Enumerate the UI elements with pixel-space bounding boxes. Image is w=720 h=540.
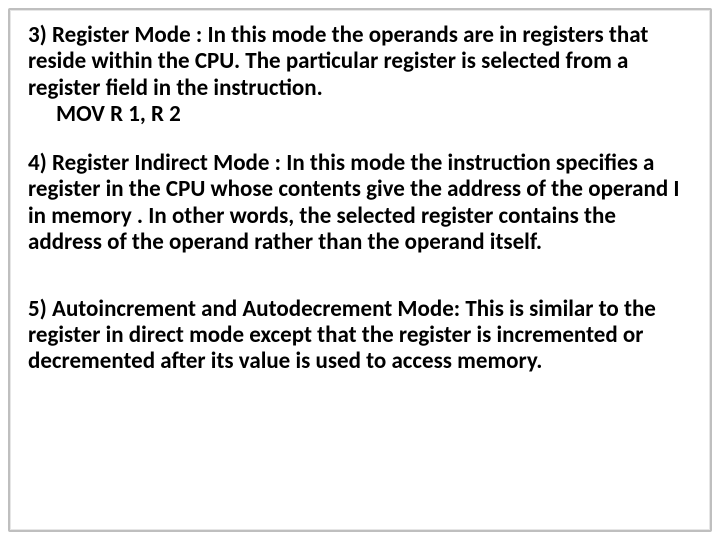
example-register-mode: MOV R 1, R 2 (28, 101, 181, 127)
title-register-indirect: 4) Register Indirect Mode : (28, 149, 281, 177)
title-autoincrement: 5) Autoincrement and Autodecrement Mode: (28, 295, 460, 323)
title-register-mode: 3) Register Mode : (28, 21, 202, 49)
paragraph-autoincrement: 5) Autoincrement and Autodecrement Mode:… (28, 296, 692, 375)
paragraph-register-indirect: 4) Register Indirect Mode : In this mode… (28, 150, 692, 256)
paragraph-register-mode: 3) Register Mode : In this mode the oper… (28, 22, 692, 128)
slide-frame: 3) Register Mode : In this mode the oper… (8, 8, 712, 532)
